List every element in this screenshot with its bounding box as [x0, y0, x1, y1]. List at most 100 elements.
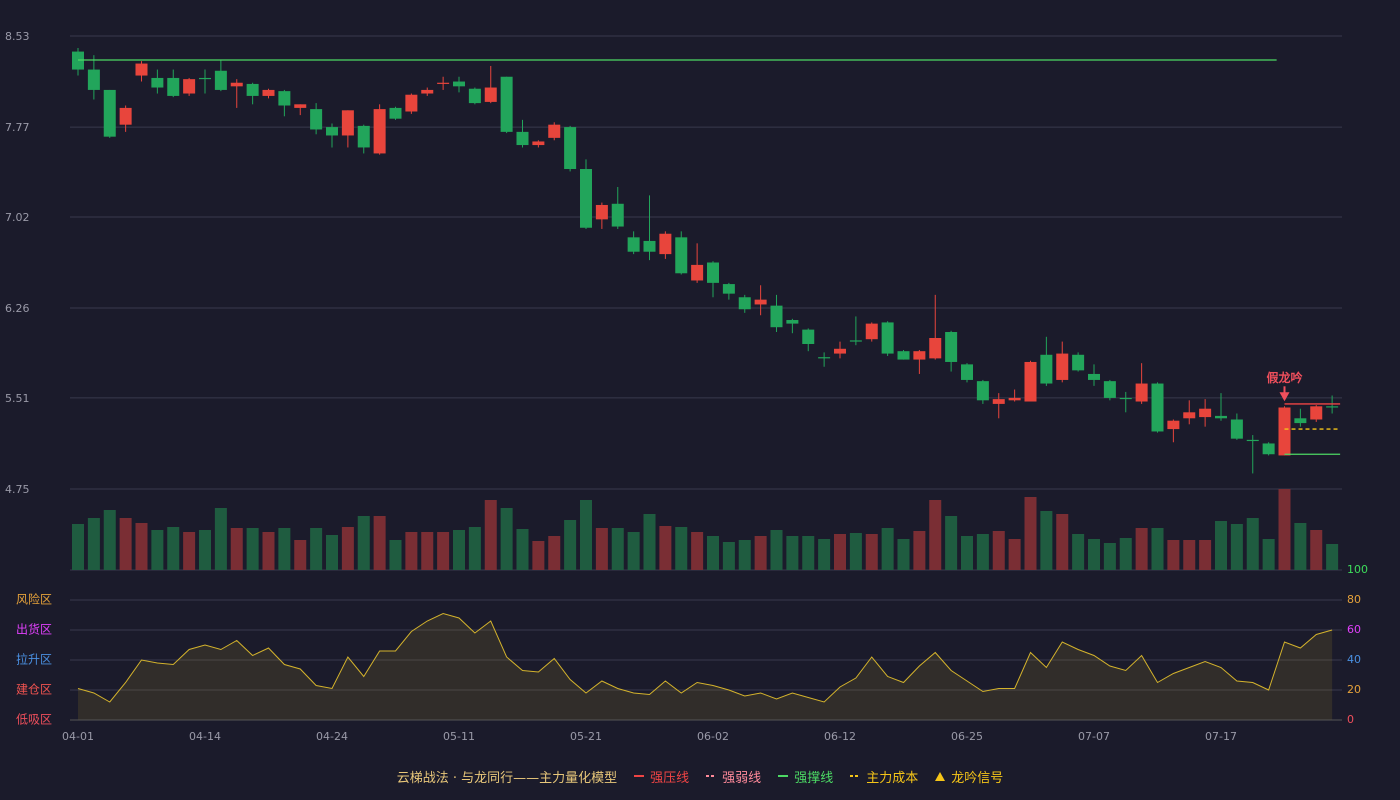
volume-bar — [1119, 538, 1132, 570]
volume-bar — [516, 529, 529, 570]
x-tick-label: 06-25 — [951, 730, 983, 743]
y-tick-label: 7.77 — [5, 121, 30, 134]
candle-body — [722, 284, 735, 294]
candle-body — [627, 237, 640, 252]
candle-body — [707, 262, 719, 283]
zone-label: 拉升区 — [16, 652, 52, 667]
volume-bar — [1246, 518, 1259, 570]
candle-body — [976, 381, 989, 401]
legend-symbol — [634, 775, 645, 777]
candle-body — [1008, 397, 1021, 401]
legend: 云梯战法 · 与龙同行——主力量化模型 强压线 强弱线 强撑线 主力成本 龙吟信号 — [0, 764, 1400, 788]
volume-bar — [246, 528, 259, 570]
legend-label: 强压线 — [650, 770, 690, 786]
candle-body — [770, 305, 783, 328]
volume-bar — [1103, 543, 1116, 570]
volume-bar — [1278, 489, 1291, 570]
candle-body — [881, 322, 894, 354]
candle-body — [119, 107, 132, 125]
zone-label: 低吸区 — [16, 713, 52, 727]
volume-bar — [294, 540, 307, 570]
volume-bar — [834, 534, 846, 570]
candle-body — [326, 127, 338, 136]
volume-bar — [119, 518, 132, 570]
candle-body — [389, 107, 402, 119]
candle-body — [1040, 354, 1053, 384]
candle-body — [183, 79, 196, 94]
volume-bar — [722, 542, 735, 570]
candle-body — [897, 351, 910, 360]
candle-body — [341, 110, 354, 136]
candle-body — [1135, 383, 1148, 402]
candle-body — [468, 88, 481, 104]
volume-bar — [611, 528, 624, 570]
candle-body — [1326, 406, 1339, 408]
legend-label: 强弱线 — [722, 770, 762, 786]
volume-bar — [405, 532, 418, 570]
candle-body — [564, 127, 577, 170]
candle-body — [437, 82, 450, 84]
legend-triangle — [935, 772, 946, 781]
signal-label: 假龙吟 — [1266, 370, 1302, 385]
volume-bar — [627, 532, 640, 570]
volume-bar — [1135, 528, 1148, 570]
y-tick-label: 7.02 — [5, 211, 30, 224]
volume-bar — [87, 518, 100, 570]
volume-bar — [976, 534, 989, 570]
signal-arrow — [1279, 392, 1290, 402]
volume-bar — [865, 534, 878, 570]
volume-bar — [484, 500, 497, 570]
y2-tick-label: 40 — [1347, 653, 1361, 666]
x-tick-label: 05-11 — [443, 730, 475, 743]
candle-body — [611, 203, 624, 227]
x-tick-label: 05-21 — [570, 730, 602, 743]
candle-body — [230, 82, 243, 87]
candle-body — [103, 89, 116, 137]
volume-bar — [1215, 521, 1227, 570]
volume-bar — [1294, 523, 1307, 570]
volume-bar — [1151, 528, 1164, 570]
candle-body — [865, 323, 878, 340]
volume-bar — [595, 528, 608, 570]
candle-body — [500, 76, 513, 132]
volume-bar — [580, 500, 592, 570]
legend-symbol — [935, 772, 946, 781]
candle-body — [849, 340, 862, 342]
candle-body — [1151, 383, 1164, 432]
candle-body — [405, 94, 418, 112]
volume-bar — [691, 532, 704, 570]
candle-body — [945, 332, 958, 362]
y2-tick-label: 100 — [1347, 563, 1368, 576]
volume-bar — [548, 536, 561, 570]
y2-tick-label: 60 — [1347, 623, 1361, 636]
volume-bar — [326, 535, 338, 570]
candle-body — [1310, 406, 1323, 420]
y-tick-label: 8.53 — [5, 30, 30, 43]
volume-bar — [643, 514, 656, 570]
volume-bar — [1008, 539, 1021, 570]
volume-bar — [881, 528, 894, 570]
candle-body — [1294, 418, 1307, 424]
candle-body — [1278, 407, 1291, 456]
volume-bar — [103, 510, 116, 570]
legend-symbol — [850, 775, 861, 777]
candle-body — [1119, 397, 1132, 400]
x-tick-label: 04-14 — [189, 730, 221, 743]
candle-body — [1056, 353, 1069, 380]
volume-bar — [151, 530, 164, 570]
volume-bar — [1040, 511, 1053, 570]
candle-body — [310, 109, 323, 130]
volume-bar — [468, 527, 481, 570]
x-tick-label: 04-24 — [316, 730, 348, 743]
x-tick-label: 07-07 — [1078, 730, 1110, 743]
volume-bar — [1183, 540, 1196, 570]
volume-bar — [849, 533, 862, 570]
candle-body — [929, 338, 942, 359]
volume-bar — [278, 528, 291, 570]
volume-bar — [1230, 524, 1243, 570]
zone-label: 建仓区 — [16, 683, 52, 697]
candle-body — [294, 104, 307, 108]
volume-bar — [929, 500, 942, 570]
oscillator-area — [78, 613, 1333, 720]
candle-body — [1103, 381, 1116, 398]
